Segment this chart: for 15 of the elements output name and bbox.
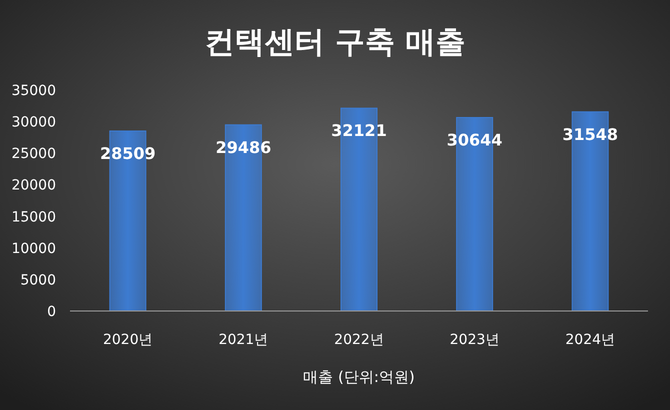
y-tick-label: 5000 — [20, 272, 56, 288]
y-tick-label: 35000 — [11, 83, 56, 99]
chart-title: 컨택센터 구축 매출 — [204, 25, 466, 60]
y-tick-label: 0 — [47, 304, 56, 320]
x-tick-label: 2021년 — [218, 332, 268, 348]
x-tick-label: 2024년 — [565, 332, 616, 348]
y-tick-label: 20000 — [11, 178, 56, 194]
x-tick-label: 2023년 — [450, 332, 500, 348]
y-tick-label: 25000 — [11, 146, 56, 162]
y-tick-label: 30000 — [11, 114, 56, 131]
x-tick-label: 2022년 — [334, 332, 384, 348]
x-axis-title: 매출 (단위:억원) — [303, 368, 415, 386]
x-tick-label: 2020년 — [102, 332, 153, 348]
y-tick-label: 15000 — [11, 209, 56, 226]
y-tick-label: 10000 — [11, 240, 56, 257]
